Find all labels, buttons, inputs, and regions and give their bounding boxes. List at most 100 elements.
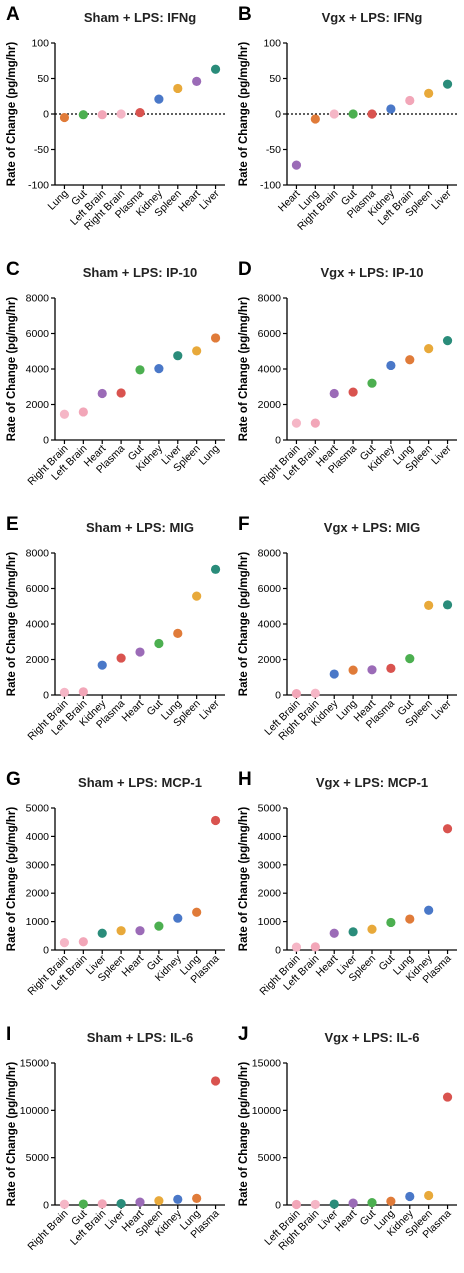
data-point	[154, 1196, 164, 1206]
chart-panel-a: A Sham + LPS: IFNg Rate of Change (pg/mg/h…	[0, 0, 232, 250]
data-point	[291, 160, 302, 170]
data-point	[192, 907, 202, 917]
chart-svg: A Sham + LPS: IFNg Rate of Change (pg/mg/h…	[6, 4, 225, 233]
data-point	[173, 1194, 183, 1204]
data-point	[329, 928, 339, 938]
data-point	[310, 1199, 320, 1210]
chart-svg: E Sham + LPS: MIG Rate of Change (pg/mg/hr…	[6, 514, 225, 743]
chart-svg: H Vgx + LPS: MCP-1 Rate of Change (pg/mg/h…	[238, 769, 457, 998]
y-tick-label: 50	[269, 73, 281, 85]
data-point	[348, 1198, 358, 1208]
data-point	[59, 409, 70, 419]
y-axis-label: Rate of Change (pg/mg/hr)	[6, 297, 18, 442]
y-tick-label: 3000	[258, 859, 282, 871]
data-point	[310, 688, 320, 698]
y-tick-label: 5000	[258, 1152, 282, 1164]
y-tick-label: 15000	[20, 1058, 49, 1070]
chart-svg: B Vgx + LPS: IFNg Rate of Change (pg/mg/hr…	[238, 4, 457, 233]
data-point	[173, 628, 183, 639]
data-point	[154, 638, 164, 649]
data-point	[405, 95, 415, 106]
x-tick-label: Liver	[197, 697, 222, 722]
data-point	[59, 687, 70, 697]
data-point	[367, 665, 377, 675]
data-point	[405, 914, 415, 924]
y-tick-label: 8000	[26, 548, 50, 560]
y-tick-label: 100	[263, 38, 281, 50]
data-point	[97, 388, 107, 399]
data-point	[192, 591, 202, 601]
y-tick-label: 15000	[252, 1058, 281, 1070]
y-tick-label: 1000	[258, 916, 282, 928]
panel-letter: D	[238, 259, 252, 280]
chart-title: Vgx + LPS: MCP-1	[316, 775, 428, 790]
chart-panel-h: H Vgx + LPS: MCP-1 Rate of Change (pg/mg/h…	[232, 765, 464, 1015]
y-axis-label: Rate of Change (pg/mg/hr)	[238, 1062, 250, 1207]
data-point	[210, 333, 221, 343]
y-tick-label: 8000	[258, 548, 282, 560]
chart-panel-j: J Vgx + LPS: IL-6 Rate of Change (pg/mg/hr…	[232, 1020, 464, 1270]
chart-panel-g: G Sham + LPS: MCP-1 Rate of Change (pg/mg/…	[0, 765, 232, 1015]
y-tick-label: 0	[43, 690, 49, 702]
chart-svg: J Vgx + LPS: IL-6 Rate of Change (pg/mg/hr…	[238, 1024, 457, 1253]
data-point	[210, 64, 221, 74]
data-point	[291, 418, 302, 428]
data-point	[78, 110, 88, 120]
y-axis-label: Rate of Change (pg/mg/hr)	[6, 552, 18, 697]
data-point	[291, 688, 302, 699]
y-tick-label: 4000	[258, 364, 282, 376]
y-tick-label: 2000	[258, 888, 282, 900]
y-tick-label: 2000	[26, 654, 50, 666]
x-tick-label: Liver	[197, 187, 222, 212]
y-tick-label: 4000	[258, 831, 282, 843]
y-tick-label: 100	[31, 38, 49, 50]
data-point	[424, 343, 434, 354]
data-point	[78, 687, 88, 697]
data-point	[386, 917, 396, 928]
chart-title: Sham + LPS: IFNg	[84, 10, 196, 25]
chart-title: Vgx + LPS: IFNg	[322, 10, 423, 25]
data-point	[59, 1199, 70, 1209]
y-tick-label: -100	[260, 180, 281, 192]
data-point	[424, 88, 434, 99]
y-axis-label: Rate of Change (pg/mg/hr)	[238, 552, 250, 697]
y-tick-label: 0	[43, 945, 49, 957]
chart-svg: G Sham + LPS: MCP-1 Rate of Change (pg/mg/…	[6, 769, 225, 998]
data-point	[59, 112, 70, 123]
data-point	[154, 921, 164, 931]
data-point	[367, 1198, 377, 1208]
data-point	[442, 336, 453, 346]
data-point	[173, 913, 183, 923]
y-tick-label: 10000	[252, 1105, 281, 1117]
y-tick-label: 5000	[26, 1152, 50, 1164]
data-point	[97, 110, 107, 120]
y-tick-label: 0	[275, 1200, 281, 1212]
panel-letter: E	[6, 514, 19, 535]
data-point	[135, 365, 145, 375]
y-tick-label: -50	[266, 144, 281, 156]
chart-title: Sham + LPS: MIG	[86, 520, 194, 535]
y-tick-label: 0	[43, 435, 49, 447]
data-point	[348, 665, 358, 675]
data-point	[154, 364, 164, 374]
data-point	[78, 937, 88, 947]
data-point	[173, 351, 183, 361]
y-tick-label: 0	[275, 945, 281, 957]
data-point	[210, 1076, 221, 1086]
data-point	[424, 1190, 434, 1201]
x-tick-label: Heart	[119, 953, 146, 980]
chart-title: Vgx + LPS: IL-6	[325, 1030, 420, 1045]
data-point	[329, 109, 339, 119]
panel-letter: C	[6, 259, 20, 280]
x-tick-label: Lung	[46, 188, 71, 213]
y-tick-label: 0	[43, 109, 49, 121]
chart-title: Vgx + LPS: MIG	[324, 520, 420, 535]
data-point	[348, 387, 358, 397]
y-tick-label: 2000	[258, 654, 282, 666]
y-tick-label: 4000	[26, 831, 50, 843]
data-point	[367, 924, 377, 934]
y-tick-label: 0	[275, 109, 281, 121]
y-tick-label: 10000	[20, 1105, 49, 1117]
data-point	[329, 388, 339, 399]
data-point	[367, 109, 377, 119]
